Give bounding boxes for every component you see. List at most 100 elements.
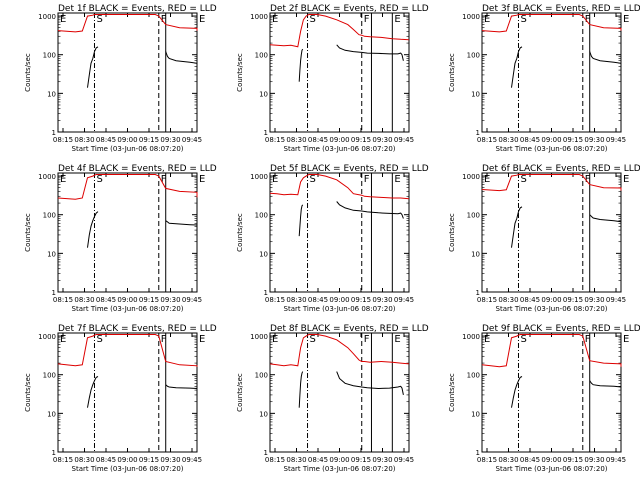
x-tick-label: 08:30 xyxy=(498,456,518,464)
event-marker-label: S xyxy=(520,14,526,25)
events-series-line xyxy=(511,46,523,88)
y-tick-label: 100 xyxy=(467,52,480,60)
x-tick-label: 09:15 xyxy=(139,456,159,464)
event-marker-label: E xyxy=(60,334,66,345)
x-tick-label: 08:15 xyxy=(265,296,285,304)
x-tick-label: 09:00 xyxy=(329,136,349,144)
x-tick-label: 08:30 xyxy=(74,296,94,304)
y-axis-label: Counts/sec xyxy=(24,373,32,412)
panel-title: Det 7f BLACK = Events, RED = LLD xyxy=(58,324,217,334)
y-tick-label: 10 xyxy=(259,90,268,98)
y-tick-label: 1 xyxy=(52,129,56,137)
y-tick-label: 100 xyxy=(255,212,268,220)
events-series-line xyxy=(298,48,304,82)
x-tick-label: 09:45 xyxy=(182,296,202,304)
panel-title: Det 1f BLACK = Events, RED = LLD xyxy=(58,4,217,14)
x-tick-label: 08:45 xyxy=(96,296,116,304)
chart-panel-9: Det 9f BLACK = Events, RED = LLD Counts/s… xyxy=(448,324,640,473)
y-tick-label: 10 xyxy=(259,250,268,258)
lld-series-line xyxy=(269,14,410,48)
panel-title: Det 3f BLACK = Events, RED = LLD xyxy=(482,4,640,14)
event-marker-label: F xyxy=(585,14,591,25)
x-tick-label: 09:15 xyxy=(351,296,371,304)
x-tick-label: 09:30 xyxy=(584,296,604,304)
events-series-line xyxy=(589,214,622,227)
x-axis-label: Start Time (03-Jun-06 08:07:20) xyxy=(72,465,184,473)
y-tick-label: 10 xyxy=(259,410,268,418)
x-tick-label: 08:45 xyxy=(308,456,328,464)
y-tick-label: 100 xyxy=(467,372,480,380)
x-tick-label: 08:30 xyxy=(74,136,94,144)
x-tick-label: 09:30 xyxy=(160,136,180,144)
plot-frame xyxy=(481,332,622,453)
event-marker-label: E xyxy=(623,174,629,185)
y-tick-label: 1000 xyxy=(250,13,268,21)
chart-panel-3: Det 3f BLACK = Events, RED = LLD Counts/s… xyxy=(448,4,640,153)
y-axis-label: Counts/sec xyxy=(236,53,244,92)
plot-frame xyxy=(481,172,622,293)
events-series-line xyxy=(298,204,304,237)
y-tick-label: 1 xyxy=(264,129,268,137)
events-series-line xyxy=(511,376,523,408)
events-series-line xyxy=(165,384,198,393)
y-tick-label: 1 xyxy=(52,289,56,297)
x-tick-label: 08:15 xyxy=(477,136,497,144)
x-tick-label: 09:30 xyxy=(160,456,180,464)
x-tick-label: 08:30 xyxy=(498,136,518,144)
lld-series-line xyxy=(481,174,622,192)
y-tick-label: 1000 xyxy=(462,13,480,21)
chart-panel-6: Det 6f BLACK = Events, RED = LLD Counts/s… xyxy=(448,164,640,313)
x-tick-label: 09:30 xyxy=(584,136,604,144)
y-tick-label: 10 xyxy=(47,90,56,98)
y-axis-label: Counts/sec xyxy=(236,373,244,412)
event-marker-label: E xyxy=(394,334,400,345)
y-tick-label: 1000 xyxy=(38,333,56,341)
x-tick-label: 09:00 xyxy=(117,136,137,144)
x-tick-label: 09:00 xyxy=(117,456,137,464)
x-tick-label: 09:00 xyxy=(117,296,137,304)
panel-title: Det 2f BLACK = Events, RED = LLD xyxy=(270,4,429,14)
panel-title: Det 5f BLACK = Events, RED = LLD xyxy=(270,164,429,174)
event-marker-label: S xyxy=(520,174,526,185)
y-tick-label: 1000 xyxy=(38,13,56,21)
x-tick-label: 08:15 xyxy=(265,456,285,464)
x-tick-label: 09:15 xyxy=(563,296,583,304)
y-tick-label: 1000 xyxy=(462,173,480,181)
x-tick-label: 09:45 xyxy=(606,136,626,144)
panel-title: Det 8f BLACK = Events, RED = LLD xyxy=(270,324,429,334)
x-tick-label: 09:45 xyxy=(606,456,626,464)
events-series-line xyxy=(336,44,404,61)
event-marker-label: F xyxy=(364,334,370,345)
x-tick-label: 09:15 xyxy=(139,136,159,144)
x-axis-label: Start Time (03-Jun-06 08:07:20) xyxy=(284,465,396,473)
plot-frame xyxy=(269,332,410,453)
lld-series-line xyxy=(481,334,622,368)
events-series-line xyxy=(589,51,622,69)
y-tick-label: 1 xyxy=(264,449,268,457)
x-tick-label: 08:45 xyxy=(308,136,328,144)
events-series-line xyxy=(165,220,198,231)
plot-frame xyxy=(57,332,198,453)
y-axis-label: Counts/sec xyxy=(236,213,244,252)
events-series-line xyxy=(87,211,99,248)
x-tick-label: 08:15 xyxy=(53,296,73,304)
event-marker-label: E xyxy=(484,174,490,185)
chart-panel-2: Det 2f BLACK = Events, RED = LLD Counts/s… xyxy=(236,4,429,153)
x-tick-label: 08:30 xyxy=(286,296,306,304)
x-tick-label: 09:45 xyxy=(394,296,414,304)
x-tick-label: 08:15 xyxy=(53,456,73,464)
x-tick-label: 09:45 xyxy=(182,136,202,144)
x-tick-label: 09:15 xyxy=(139,296,159,304)
x-tick-label: 08:45 xyxy=(96,456,116,464)
event-marker-label: E xyxy=(272,14,278,25)
x-tick-label: 08:15 xyxy=(265,136,285,144)
x-tick-label: 09:30 xyxy=(372,296,392,304)
events-series-line xyxy=(87,376,99,408)
events-series-line xyxy=(87,46,99,88)
y-axis-label: Counts/sec xyxy=(448,373,456,412)
lld-series-line xyxy=(57,14,198,33)
event-marker-label: E xyxy=(272,334,278,345)
x-tick-label: 08:45 xyxy=(520,456,540,464)
event-marker-label: F xyxy=(364,14,370,25)
